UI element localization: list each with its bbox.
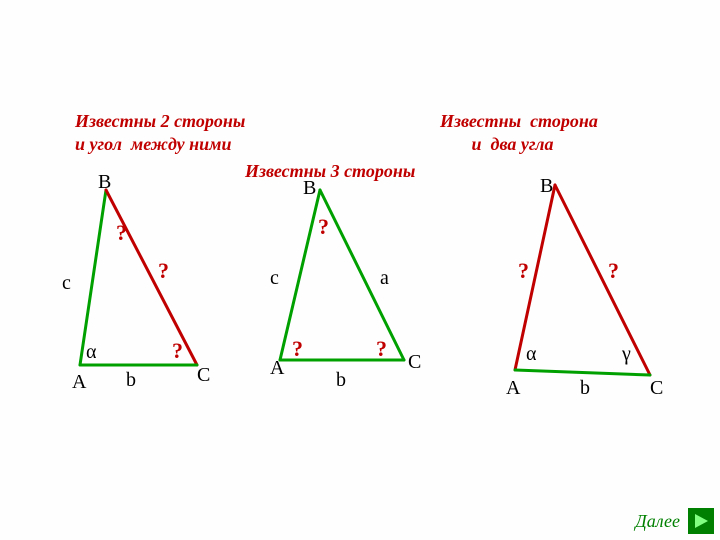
angle-label-0-0: α [86,342,96,362]
vertex-C-0: C [197,365,210,385]
question-mark-2-1: ? [608,260,619,282]
question-mark-0-2: ? [172,340,183,362]
vertex-B-0: B [98,172,111,192]
play-icon [692,512,710,530]
vertex-A-2: A [506,378,520,398]
side-label-0-1: b [126,370,136,390]
slide: { "titles": { "t1": "Известны 2 стороны\… [0,0,720,540]
vertex-B-1: B [303,178,316,198]
side-label-1-1: a [380,268,389,288]
question-mark-0-0: ? [116,222,127,244]
next-button[interactable] [688,508,714,534]
question-mark-1-0: ? [318,216,329,238]
side-label-2-0: b [580,378,590,398]
vertex-A-0: A [72,372,86,392]
vertex-C-2: C [650,378,663,398]
question-mark-1-1: ? [292,338,303,360]
question-mark-2-0: ? [518,260,529,282]
question-mark-1-2: ? [376,338,387,360]
side-label-1-2: b [336,370,346,390]
question-mark-0-1: ? [158,260,169,282]
angle-label-2-0: α [526,344,536,364]
vertex-C-1: C [408,352,421,372]
next-label: Далее [635,511,680,532]
vertex-B-2: B [540,176,553,196]
side-label-0-0: c [62,273,71,293]
angle-label-2-1: γ [622,344,631,364]
side-label-1-0: c [270,268,279,288]
vertex-A-1: A [270,358,284,378]
